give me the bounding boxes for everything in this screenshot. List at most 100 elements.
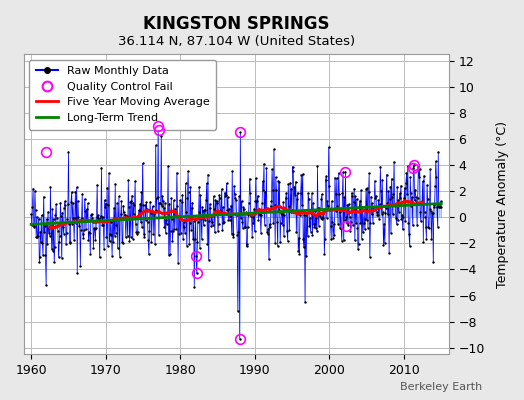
Point [141, 217, 150, 223]
Point [382, 204, 390, 211]
Point [251, 198, 259, 204]
Point [191, 217, 200, 224]
Point [169, 228, 177, 234]
Point [122, 215, 130, 222]
Point [241, 224, 249, 230]
Point [241, 224, 249, 230]
Point [118, 240, 127, 247]
Point [369, 220, 377, 226]
Point [423, 196, 432, 202]
Point [75, 217, 84, 224]
Point [189, 218, 198, 224]
Point [303, 210, 311, 216]
Point [283, 238, 292, 244]
Point [222, 180, 231, 186]
Point [192, 253, 200, 260]
Point [99, 222, 107, 228]
Point [313, 163, 322, 170]
Point [88, 214, 96, 221]
Point [163, 209, 172, 215]
Point [345, 209, 353, 216]
Point [228, 168, 236, 175]
Point [96, 213, 105, 220]
Point [155, 200, 163, 207]
Point [295, 251, 303, 257]
Point [79, 231, 87, 238]
Point [418, 198, 426, 204]
Point [370, 207, 378, 214]
Point [324, 203, 332, 210]
Point [236, 129, 245, 136]
Point [416, 209, 424, 215]
Point [285, 202, 293, 209]
Point [108, 217, 117, 224]
Point [69, 215, 78, 221]
Point [208, 212, 216, 219]
Point [386, 196, 394, 203]
Point [363, 216, 371, 223]
Point [201, 207, 210, 214]
Point [320, 208, 328, 214]
Point [238, 225, 247, 231]
Point [253, 198, 261, 204]
Point [76, 262, 84, 269]
Point [268, 186, 277, 193]
Point [181, 180, 190, 186]
Point [160, 224, 169, 230]
Point [322, 173, 330, 180]
Point [299, 236, 308, 242]
Point [128, 192, 136, 199]
Point [38, 212, 46, 218]
Point [333, 202, 342, 209]
Point [104, 243, 112, 249]
Point [111, 181, 119, 187]
Point [395, 209, 403, 215]
Point [171, 206, 179, 212]
Point [89, 244, 97, 251]
Point [399, 226, 407, 232]
Point [134, 229, 142, 235]
Point [202, 180, 211, 186]
Point [246, 189, 255, 196]
Point [318, 216, 326, 222]
Point [301, 299, 309, 305]
Point [258, 178, 267, 184]
Point [175, 230, 183, 237]
Point [191, 236, 199, 242]
Point [114, 245, 122, 251]
Point [224, 194, 232, 200]
Point [68, 221, 77, 227]
Point [402, 180, 410, 186]
Point [135, 207, 143, 214]
Point [437, 203, 445, 210]
Point [91, 226, 99, 232]
Point [176, 197, 184, 204]
Point [204, 257, 213, 263]
Point [237, 198, 246, 204]
Point [86, 250, 94, 257]
Point [45, 224, 53, 231]
Point [204, 171, 212, 178]
Point [104, 202, 113, 208]
Point [314, 205, 322, 212]
Point [54, 228, 62, 234]
Point [305, 223, 313, 229]
Point [404, 220, 412, 226]
Point [86, 212, 95, 218]
Point [154, 123, 162, 129]
Point [334, 220, 342, 227]
Point [152, 195, 161, 202]
Point [394, 217, 402, 224]
Point [173, 203, 182, 210]
Point [94, 212, 103, 218]
Point [189, 236, 197, 242]
Point [124, 233, 132, 239]
Point [98, 222, 106, 228]
Point [373, 212, 381, 218]
Point [244, 212, 253, 218]
Point [371, 195, 379, 202]
Point [83, 216, 91, 223]
Point [277, 220, 285, 226]
Point [61, 198, 69, 204]
Point [274, 243, 282, 250]
